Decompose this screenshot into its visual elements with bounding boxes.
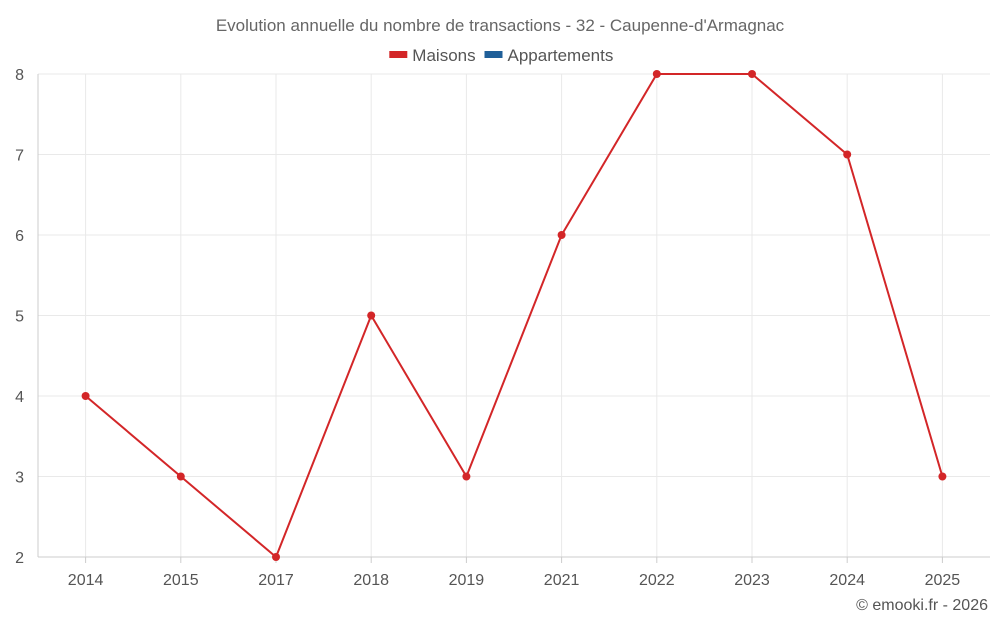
data-point[interactable] [272, 553, 280, 561]
y-tick-label: 2 [15, 550, 24, 567]
legend: Maisons Appartements [389, 46, 613, 65]
x-tick-label: 2018 [353, 572, 389, 589]
series-layer [81, 70, 947, 561]
x-tick-label: 2014 [68, 572, 104, 589]
y-tick-label: 3 [15, 470, 24, 487]
x-tick-label: 2015 [163, 572, 199, 589]
x-tick-label: 2022 [639, 572, 675, 589]
data-point[interactable] [462, 472, 471, 481]
data-point[interactable] [176, 472, 185, 481]
x-tick-label: 2025 [925, 572, 961, 589]
legend-label: Appartements [508, 46, 614, 65]
y-tick-label: 8 [15, 67, 24, 84]
data-point[interactable] [843, 150, 852, 159]
y-tick-label: 7 [15, 148, 24, 165]
data-point[interactable] [652, 70, 661, 78]
legend-item-appartements[interactable]: Appartements [484, 46, 614, 65]
data-point[interactable] [557, 231, 566, 239]
y-tick-label: 6 [15, 228, 24, 245]
legend-swatch [389, 51, 408, 58]
data-point[interactable] [81, 392, 90, 400]
data-point[interactable] [367, 311, 376, 320]
data-point[interactable] [748, 70, 756, 78]
chart-title: Evolution annuelle du nombre de transact… [216, 16, 785, 35]
x-tick-label: 2017 [258, 572, 294, 589]
data-point[interactable] [938, 472, 947, 481]
x-tick-label: 2019 [449, 572, 485, 589]
x-tick-label: 2021 [544, 572, 580, 589]
series-line-maisons [84, 73, 944, 558]
credit-text: © emooki.fr - 2026 [856, 597, 988, 614]
legend-swatch [484, 51, 503, 58]
y-tick-label: 4 [15, 389, 24, 406]
grid [38, 73, 990, 557]
legend-label: Maisons [412, 46, 475, 65]
legend-item-maisons[interactable]: Maisons [389, 46, 476, 65]
axes: 2 3 4 5 6 7 8 2014 2015 2017 2018 2019 2021 2022 2023 2… [15, 67, 990, 589]
y-tick-label: 5 [15, 309, 24, 326]
x-tick-label: 2024 [829, 572, 865, 589]
x-tick-label: 2023 [734, 572, 770, 589]
